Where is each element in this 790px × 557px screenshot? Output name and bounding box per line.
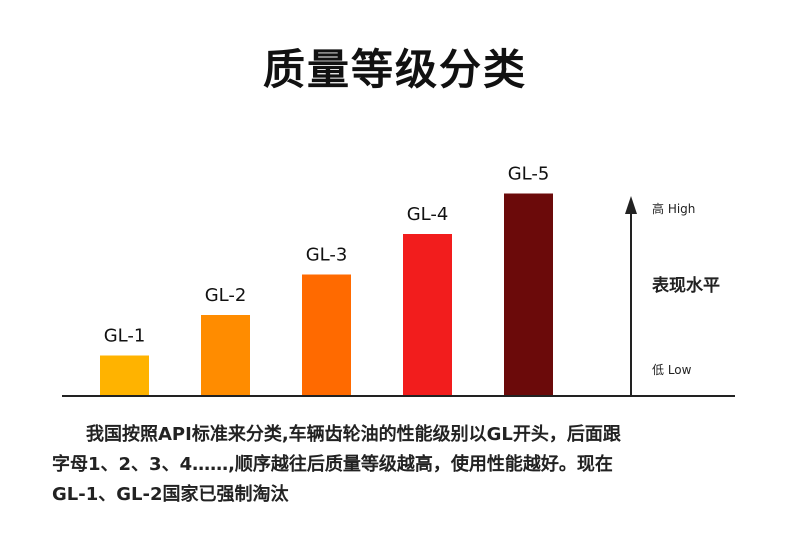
bar-label-gl-3: GL-3 xyxy=(306,245,348,266)
bar-label-gl-4: GL-4 xyxy=(407,204,449,225)
description-text: 我国按照API标准来分类,车辆齿轮油的性能级别以GL开头，后面跟 字母1、2、3… xyxy=(52,420,742,510)
bars-group xyxy=(100,193,553,396)
description-line-1: 我国按照API标准来分类,车辆齿轮油的性能级别以GL开头，后面跟 xyxy=(86,424,621,445)
bar-label-gl-5: GL-5 xyxy=(508,164,550,185)
arrow-up-icon xyxy=(625,196,637,214)
bar-gl-3 xyxy=(302,274,351,396)
axis-low-label: 低 Low xyxy=(652,363,692,377)
bar-gl-5 xyxy=(504,193,553,396)
description-line-2: 字母1、2、3、4……,顺序越往后质量等级越高，使用性能越好。现在 xyxy=(52,454,613,475)
bar-gl-4 xyxy=(403,234,452,396)
description-line-3: GL-1、GL-2国家已强制淘汰 xyxy=(52,484,289,505)
bar-gl-2 xyxy=(201,315,250,396)
axis-title: 表现水平 xyxy=(652,275,720,296)
page-title: 质量等级分类 xyxy=(262,45,527,94)
axis-high-label: 高 High xyxy=(652,201,695,216)
bar-label-gl-1: GL-1 xyxy=(104,326,146,347)
bar-label-gl-2: GL-2 xyxy=(205,285,247,306)
bar-labels-group: GL-1 GL-2 GL-3 GL-4 GL-5 xyxy=(104,164,550,347)
bar-gl-1 xyxy=(100,355,149,396)
